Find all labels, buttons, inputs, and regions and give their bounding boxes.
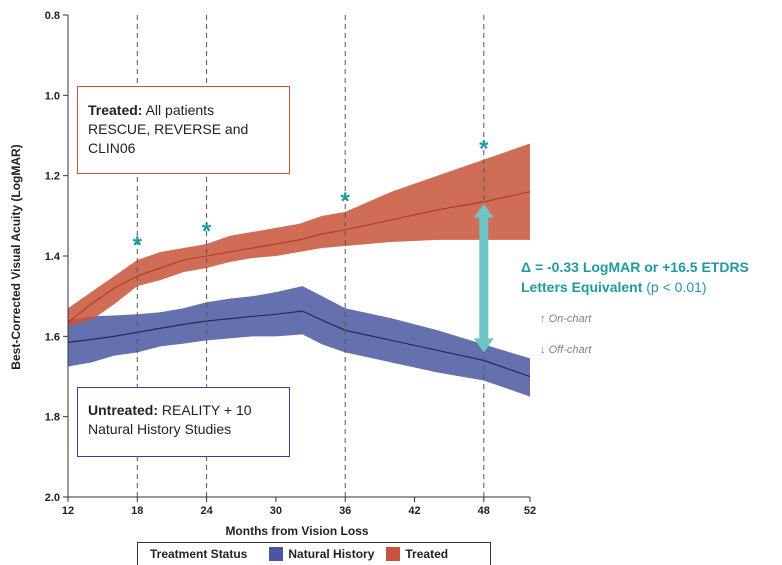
legend-label-treated: Treated [405, 547, 449, 561]
significance-asterisk-18: * [133, 232, 143, 259]
x-tick-label-24: 24 [200, 505, 213, 517]
significance-asterisk-48: * [479, 136, 489, 163]
legend-title: Treatment Status [150, 547, 248, 561]
delta-arrow-head-up [473, 203, 494, 218]
legend-item-treated: Treated [386, 547, 448, 561]
up-arrow-icon: ↑ [540, 313, 546, 325]
off-chart-label: Off-chart [548, 344, 592, 356]
on-chart-note: ↑ On-chart [540, 313, 591, 325]
x-tick-label-30: 30 [270, 505, 282, 517]
treated-annotation-box: Treated: All patients RESCUE, REVERSE an… [77, 86, 290, 174]
y-tick-label-1.8: 1.8 [45, 412, 60, 424]
x-tick-label-18: 18 [131, 505, 143, 517]
delta-annotation-pvalue: (p < 0.01) [646, 279, 707, 295]
delta-arrow-head-down [473, 338, 494, 353]
treated-annotation-text: All patients RESCUE, REVERSE and CLIN06 [88, 102, 249, 156]
legend-item-natural-history: Natural History [269, 547, 374, 561]
legend-swatch-natural-history [269, 547, 284, 561]
delta-annotation-main: Δ = -0.33 LogMAR or +16.5 ETDRS Letters … [521, 259, 749, 295]
legend-swatch-treated [386, 547, 401, 561]
y-tick-label-0.8: 0.8 [45, 10, 60, 22]
off-chart-note: ↓ Off-chart [540, 344, 591, 356]
x-tick-label-42: 42 [408, 505, 420, 517]
untreated-annotation-label: Untreated: [88, 402, 159, 418]
x-tick-label-12: 12 [62, 505, 74, 517]
plot-area: * * * * [67, 15, 531, 497]
legend-label-natural-history: Natural History [288, 547, 375, 561]
mean-line-treated [67, 191, 531, 323]
chart-canvas: * * * * 0.8 1.0 1.2 1.4 1.6 1.8 2.012 18 24 30 36 42 48… [9, 10, 536, 538]
mean-line-natural-history [67, 310, 531, 378]
y-tick-label-1.0: 1.0 [45, 90, 60, 102]
delta-annotation: Δ = -0.33 LogMAR or +16.5 ETDRS Letters … [521, 257, 781, 297]
y-tick-label-1.4: 1.4 [45, 251, 61, 263]
treated-annotation-label: Treated: [88, 102, 143, 118]
band-treated [68, 143, 530, 327]
untreated-annotation-box: Untreated: REALITY + 10 Natural History … [77, 387, 290, 457]
significance-asterisk-36: * [341, 188, 351, 215]
y-tick-label-2.0: 2.0 [45, 492, 60, 504]
y-axis-title: Best-Corrected Visual Acuity (LogMAR) [9, 144, 23, 369]
down-arrow-icon: ↓ [540, 344, 546, 356]
x-axis-title: Months from Vision Loss [225, 524, 368, 538]
significance-asterisk-24: * [202, 218, 212, 245]
band-natural-history [68, 286, 530, 397]
axes: 0.8 1.0 1.2 1.4 1.6 1.8 2.012 18 24 30 36 42 48 52 [45, 10, 536, 517]
x-tick-label-48: 48 [478, 505, 490, 517]
legend: Treatment Status Natural History Treated [137, 542, 491, 565]
y-tick-label-1.6: 1.6 [45, 331, 60, 343]
x-tick-label-36: 36 [339, 505, 351, 517]
untreated-annotation-text: REALITY + 10 Natural History Studies [88, 402, 252, 437]
on-chart-label: On-chart [548, 313, 592, 325]
y-tick-label-1.2: 1.2 [45, 171, 60, 183]
x-tick-label-52: 52 [524, 505, 536, 517]
